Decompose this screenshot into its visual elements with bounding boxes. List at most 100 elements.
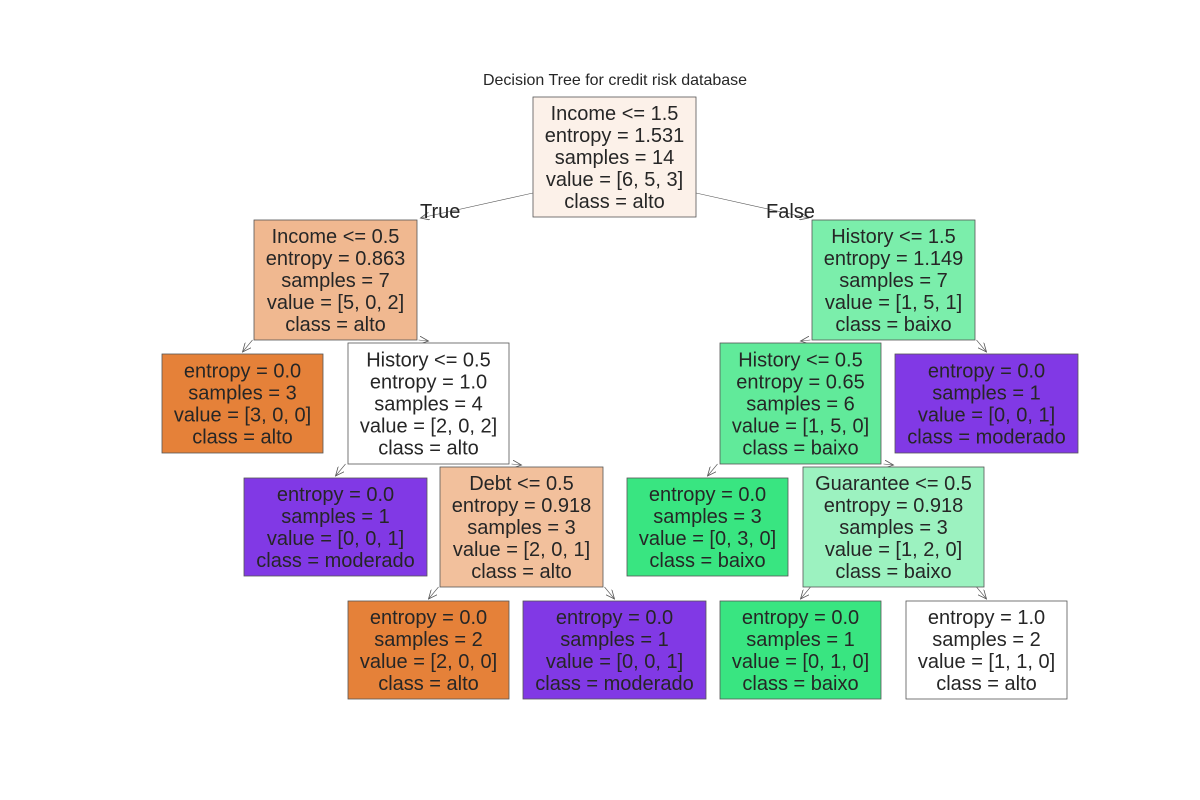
node-text-line: class = alto	[378, 438, 479, 460]
node-box	[347, 600, 510, 700]
tree-edge	[418, 340, 429, 341]
tree-edge	[243, 339, 253, 352]
node-text-line: entropy = 0.918	[824, 495, 964, 517]
node-text-line: entropy = 0.0	[928, 361, 1045, 383]
node-text-line: samples = 1	[746, 629, 854, 651]
tree-edge	[708, 463, 718, 476]
node-text-line: samples = 1	[560, 629, 668, 651]
node-box	[811, 219, 976, 341]
node-text-line: value = [2, 0, 0]	[360, 651, 497, 673]
node-text-line: value = [3, 0, 0]	[174, 405, 311, 427]
tree-edge	[883, 464, 894, 465]
node-box	[905, 600, 1068, 700]
node-text-line: value = [1, 5, 1]	[825, 292, 962, 314]
node-text-line: value = [1, 1, 0]	[918, 651, 1055, 673]
node-text-line: entropy = 0.0	[184, 361, 301, 383]
node-text-line: class = alto	[936, 673, 1037, 695]
edges-layer	[243, 192, 987, 599]
node-text-line: class = baixo	[835, 561, 951, 583]
node-box	[802, 466, 985, 588]
node-text-line: samples = 7	[281, 270, 389, 292]
node-text-line: class = moderado	[907, 427, 1065, 449]
node-box	[719, 342, 882, 465]
node-text-line: samples = 14	[555, 147, 675, 169]
node-text-line: entropy = 0.0	[556, 607, 673, 629]
node-text-line: class = baixo	[649, 550, 765, 572]
node-text-line: entropy = 1.149	[824, 248, 964, 270]
node-text-line: class = alto	[471, 561, 572, 583]
node-box	[161, 353, 324, 454]
tree-edge	[429, 586, 439, 599]
node-text-line: value = [6, 5, 3]	[546, 169, 683, 191]
node-text-line: class = alto	[378, 673, 479, 695]
tree-edge	[604, 586, 615, 599]
node-text-line: value = [0, 3, 0]	[639, 528, 776, 550]
node-text-line: samples = 7	[839, 270, 947, 292]
node-text-line: entropy = 1.531	[545, 125, 685, 147]
node-text-line: entropy = 0.0	[649, 484, 766, 506]
node-text-line: samples = 3	[653, 506, 761, 528]
node-text-line: entropy = 1.0	[928, 607, 1045, 629]
node-text-line: entropy = 0.0	[742, 607, 859, 629]
tree-edge	[511, 464, 522, 465]
node-text-line: class = moderado	[535, 673, 693, 695]
node-text-line: value = [5, 0, 2]	[267, 292, 404, 314]
node-text-line: samples = 3	[467, 517, 575, 539]
node-box	[439, 466, 604, 588]
node-text-line: Debt <= 0.5	[469, 473, 574, 495]
node-text-line: History <= 0.5	[738, 350, 863, 372]
node-text-line: samples = 4	[374, 394, 482, 416]
node-text-line: class = baixo	[742, 673, 858, 695]
node-text-line: class = baixo	[742, 438, 858, 460]
node-text-line: samples = 1	[281, 506, 389, 528]
node-text-line: entropy = 0.918	[452, 495, 592, 517]
node-text-line: class = baixo	[835, 314, 951, 336]
node-box	[719, 600, 882, 700]
node-text-line: class = alto	[192, 427, 293, 449]
edge-label-true: True	[420, 201, 460, 223]
node-box	[253, 219, 418, 341]
node-text-line: samples = 2	[374, 629, 482, 651]
node-text-line: class = alto	[564, 191, 665, 213]
node-text-line: value = [1, 2, 0]	[825, 539, 962, 561]
node-text-line: samples = 3	[839, 517, 947, 539]
node-box	[532, 96, 697, 218]
tree-edge	[421, 192, 534, 218]
tree-edge	[336, 463, 346, 476]
node-text-line: History <= 0.5	[366, 350, 491, 372]
node-box	[347, 342, 510, 465]
node-box	[522, 600, 707, 700]
node-text-line: value = [0, 0, 1]	[267, 528, 404, 550]
tree-edge	[976, 339, 987, 352]
node-box	[626, 477, 789, 577]
node-text-line: entropy = 0.0	[277, 484, 394, 506]
edge-labels-layer: True False	[420, 201, 815, 223]
node-text-line: class = alto	[285, 314, 386, 336]
tree-edge	[976, 586, 987, 599]
node-text-line: samples = 1	[932, 383, 1040, 405]
node-text-line: entropy = 0.0	[370, 607, 487, 629]
node-box	[243, 477, 428, 577]
node-text-line: value = [0, 0, 1]	[546, 651, 683, 673]
node-text-line: entropy = 1.0	[370, 372, 487, 394]
edge-label-false: False	[766, 201, 815, 223]
node-text-line: value = [0, 0, 1]	[918, 405, 1055, 427]
node-text-line: value = [2, 0, 2]	[360, 416, 497, 438]
node-text-line: Income <= 0.5	[272, 226, 400, 248]
node-text-line: value = [2, 0, 1]	[453, 539, 590, 561]
